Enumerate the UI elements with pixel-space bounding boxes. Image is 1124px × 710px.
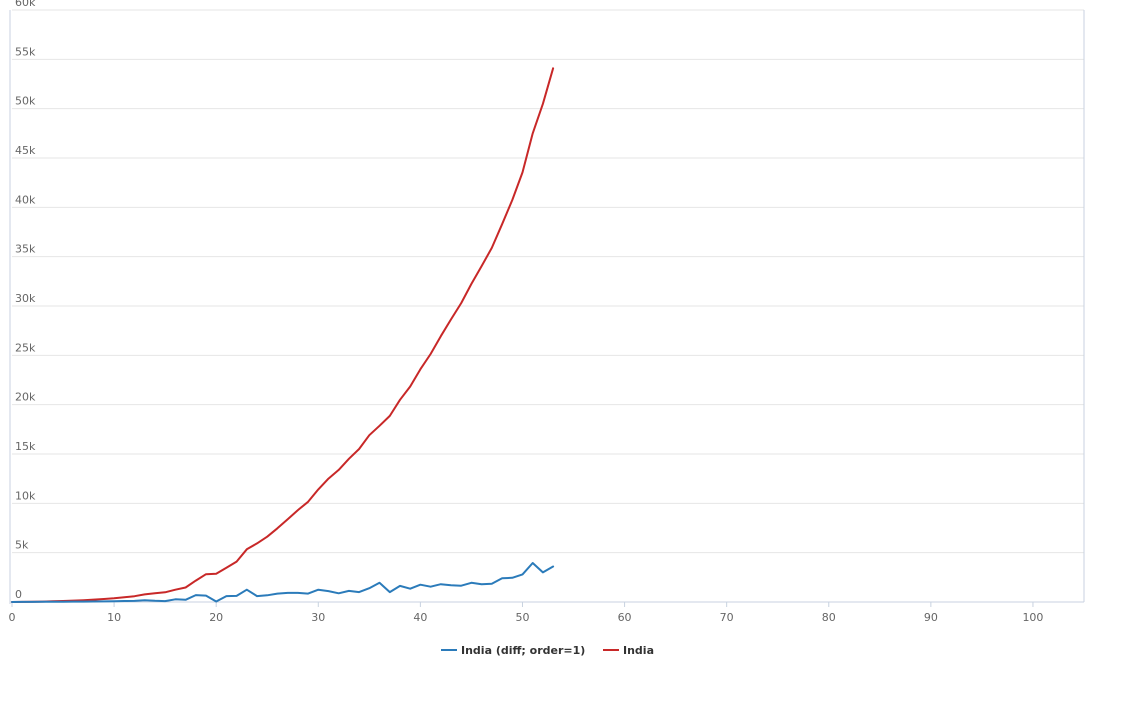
x-tick-label: 20	[209, 611, 223, 624]
y-tick-labels: 0 5k 10k 15k 20k 25k 30k 35k 40k 45k 50k 55k 60k	[15, 0, 36, 601]
x-tick-label: 60	[618, 611, 632, 624]
x-tick-label: 0	[9, 611, 16, 624]
y-tick-label: 40k	[15, 193, 36, 206]
x-tick-label: 50	[515, 611, 529, 624]
legend-item-0[interactable]: India (diff; order=1)	[441, 644, 585, 657]
series-group	[11, 67, 555, 603]
y-tick-label: 55k	[15, 45, 36, 58]
x-tick-labels: 0 10 20 30 40 50 60 70 80 90 100	[9, 611, 1044, 624]
y-tick-label: 5k	[15, 539, 29, 552]
x-tick-label: 70	[720, 611, 734, 624]
y-tick-label: 35k	[15, 243, 36, 256]
x-tick-label: 10	[107, 611, 121, 624]
x-tick-label: 90	[924, 611, 938, 624]
y-tick-label: 60k	[15, 0, 36, 9]
x-tick-label: 100	[1022, 611, 1043, 624]
x-tick-label: 40	[413, 611, 427, 624]
legend[interactable]: India (diff; order=1) India	[441, 644, 654, 657]
legend-label: India	[623, 644, 654, 657]
legend-label: India (diff; order=1)	[461, 644, 585, 657]
y-tick-label: 50k	[15, 95, 36, 108]
series-line-1	[11, 67, 555, 603]
y-tick-label: 10k	[15, 489, 36, 502]
x-tick-label: 30	[311, 611, 325, 624]
axes	[9, 10, 1085, 607]
series-line-0	[11, 562, 555, 603]
grid-lines	[12, 9, 1084, 603]
y-tick-label: 30k	[15, 292, 36, 305]
y-tick-label: 45k	[15, 144, 36, 157]
y-tick-label: 25k	[15, 341, 36, 354]
legend-item-1[interactable]: India	[603, 644, 654, 657]
x-tick-label: 80	[822, 611, 836, 624]
y-tick-label: 0	[15, 588, 22, 601]
y-tick-label: 15k	[15, 440, 36, 453]
y-tick-label: 20k	[15, 391, 36, 404]
